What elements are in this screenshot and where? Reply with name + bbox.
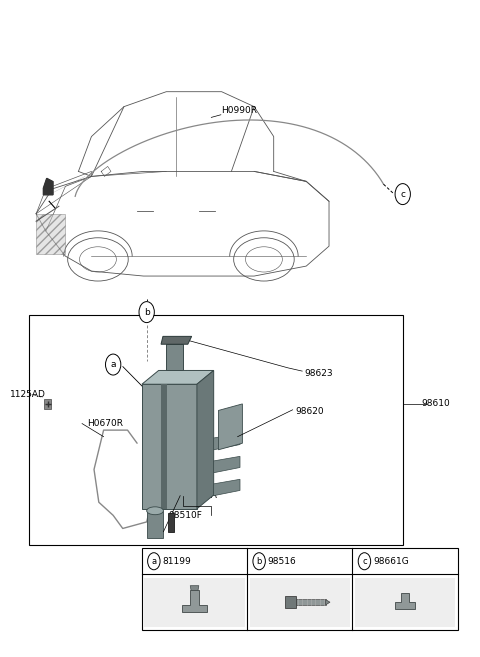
Text: 98510F: 98510F: [168, 511, 202, 520]
Text: 1125AD: 1125AD: [10, 390, 46, 399]
Text: 98610: 98610: [422, 399, 451, 409]
Bar: [142, 548, 458, 630]
Polygon shape: [44, 399, 51, 409]
Text: H0990R: H0990R: [221, 106, 257, 115]
Polygon shape: [182, 591, 206, 612]
Polygon shape: [142, 371, 214, 384]
Polygon shape: [285, 597, 296, 608]
Text: a: a: [110, 360, 116, 369]
Text: a: a: [151, 556, 156, 566]
Text: 81199: 81199: [162, 556, 191, 566]
Polygon shape: [214, 480, 240, 495]
Text: c: c: [362, 556, 367, 566]
Polygon shape: [214, 434, 240, 450]
Polygon shape: [43, 178, 53, 194]
Text: H0670R: H0670R: [87, 419, 123, 428]
Polygon shape: [166, 344, 183, 371]
Circle shape: [358, 553, 371, 570]
Polygon shape: [36, 214, 65, 254]
Polygon shape: [395, 593, 416, 609]
Text: 98620: 98620: [295, 407, 324, 417]
Text: c: c: [400, 190, 405, 198]
Bar: [296, 599, 325, 606]
Circle shape: [148, 553, 160, 570]
Polygon shape: [218, 404, 242, 450]
Polygon shape: [142, 384, 197, 509]
Bar: [250, 578, 350, 627]
Text: b: b: [256, 556, 262, 566]
Bar: [355, 578, 456, 627]
Text: b: b: [144, 307, 150, 317]
Text: 98661G: 98661G: [373, 556, 409, 566]
Text: 98516: 98516: [268, 556, 297, 566]
Polygon shape: [325, 600, 330, 605]
Text: 98623: 98623: [305, 369, 333, 378]
Polygon shape: [161, 336, 192, 344]
Bar: [29, 315, 403, 545]
Circle shape: [139, 302, 155, 323]
Polygon shape: [161, 384, 167, 509]
Circle shape: [253, 553, 265, 570]
Circle shape: [106, 354, 121, 375]
Polygon shape: [214, 457, 240, 473]
Text: 98515A: 98515A: [182, 491, 217, 500]
Polygon shape: [197, 371, 214, 509]
Polygon shape: [168, 513, 174, 532]
Bar: [144, 578, 245, 627]
Ellipse shape: [147, 507, 163, 514]
Polygon shape: [190, 585, 199, 591]
Circle shape: [395, 183, 410, 204]
Polygon shape: [147, 510, 163, 538]
